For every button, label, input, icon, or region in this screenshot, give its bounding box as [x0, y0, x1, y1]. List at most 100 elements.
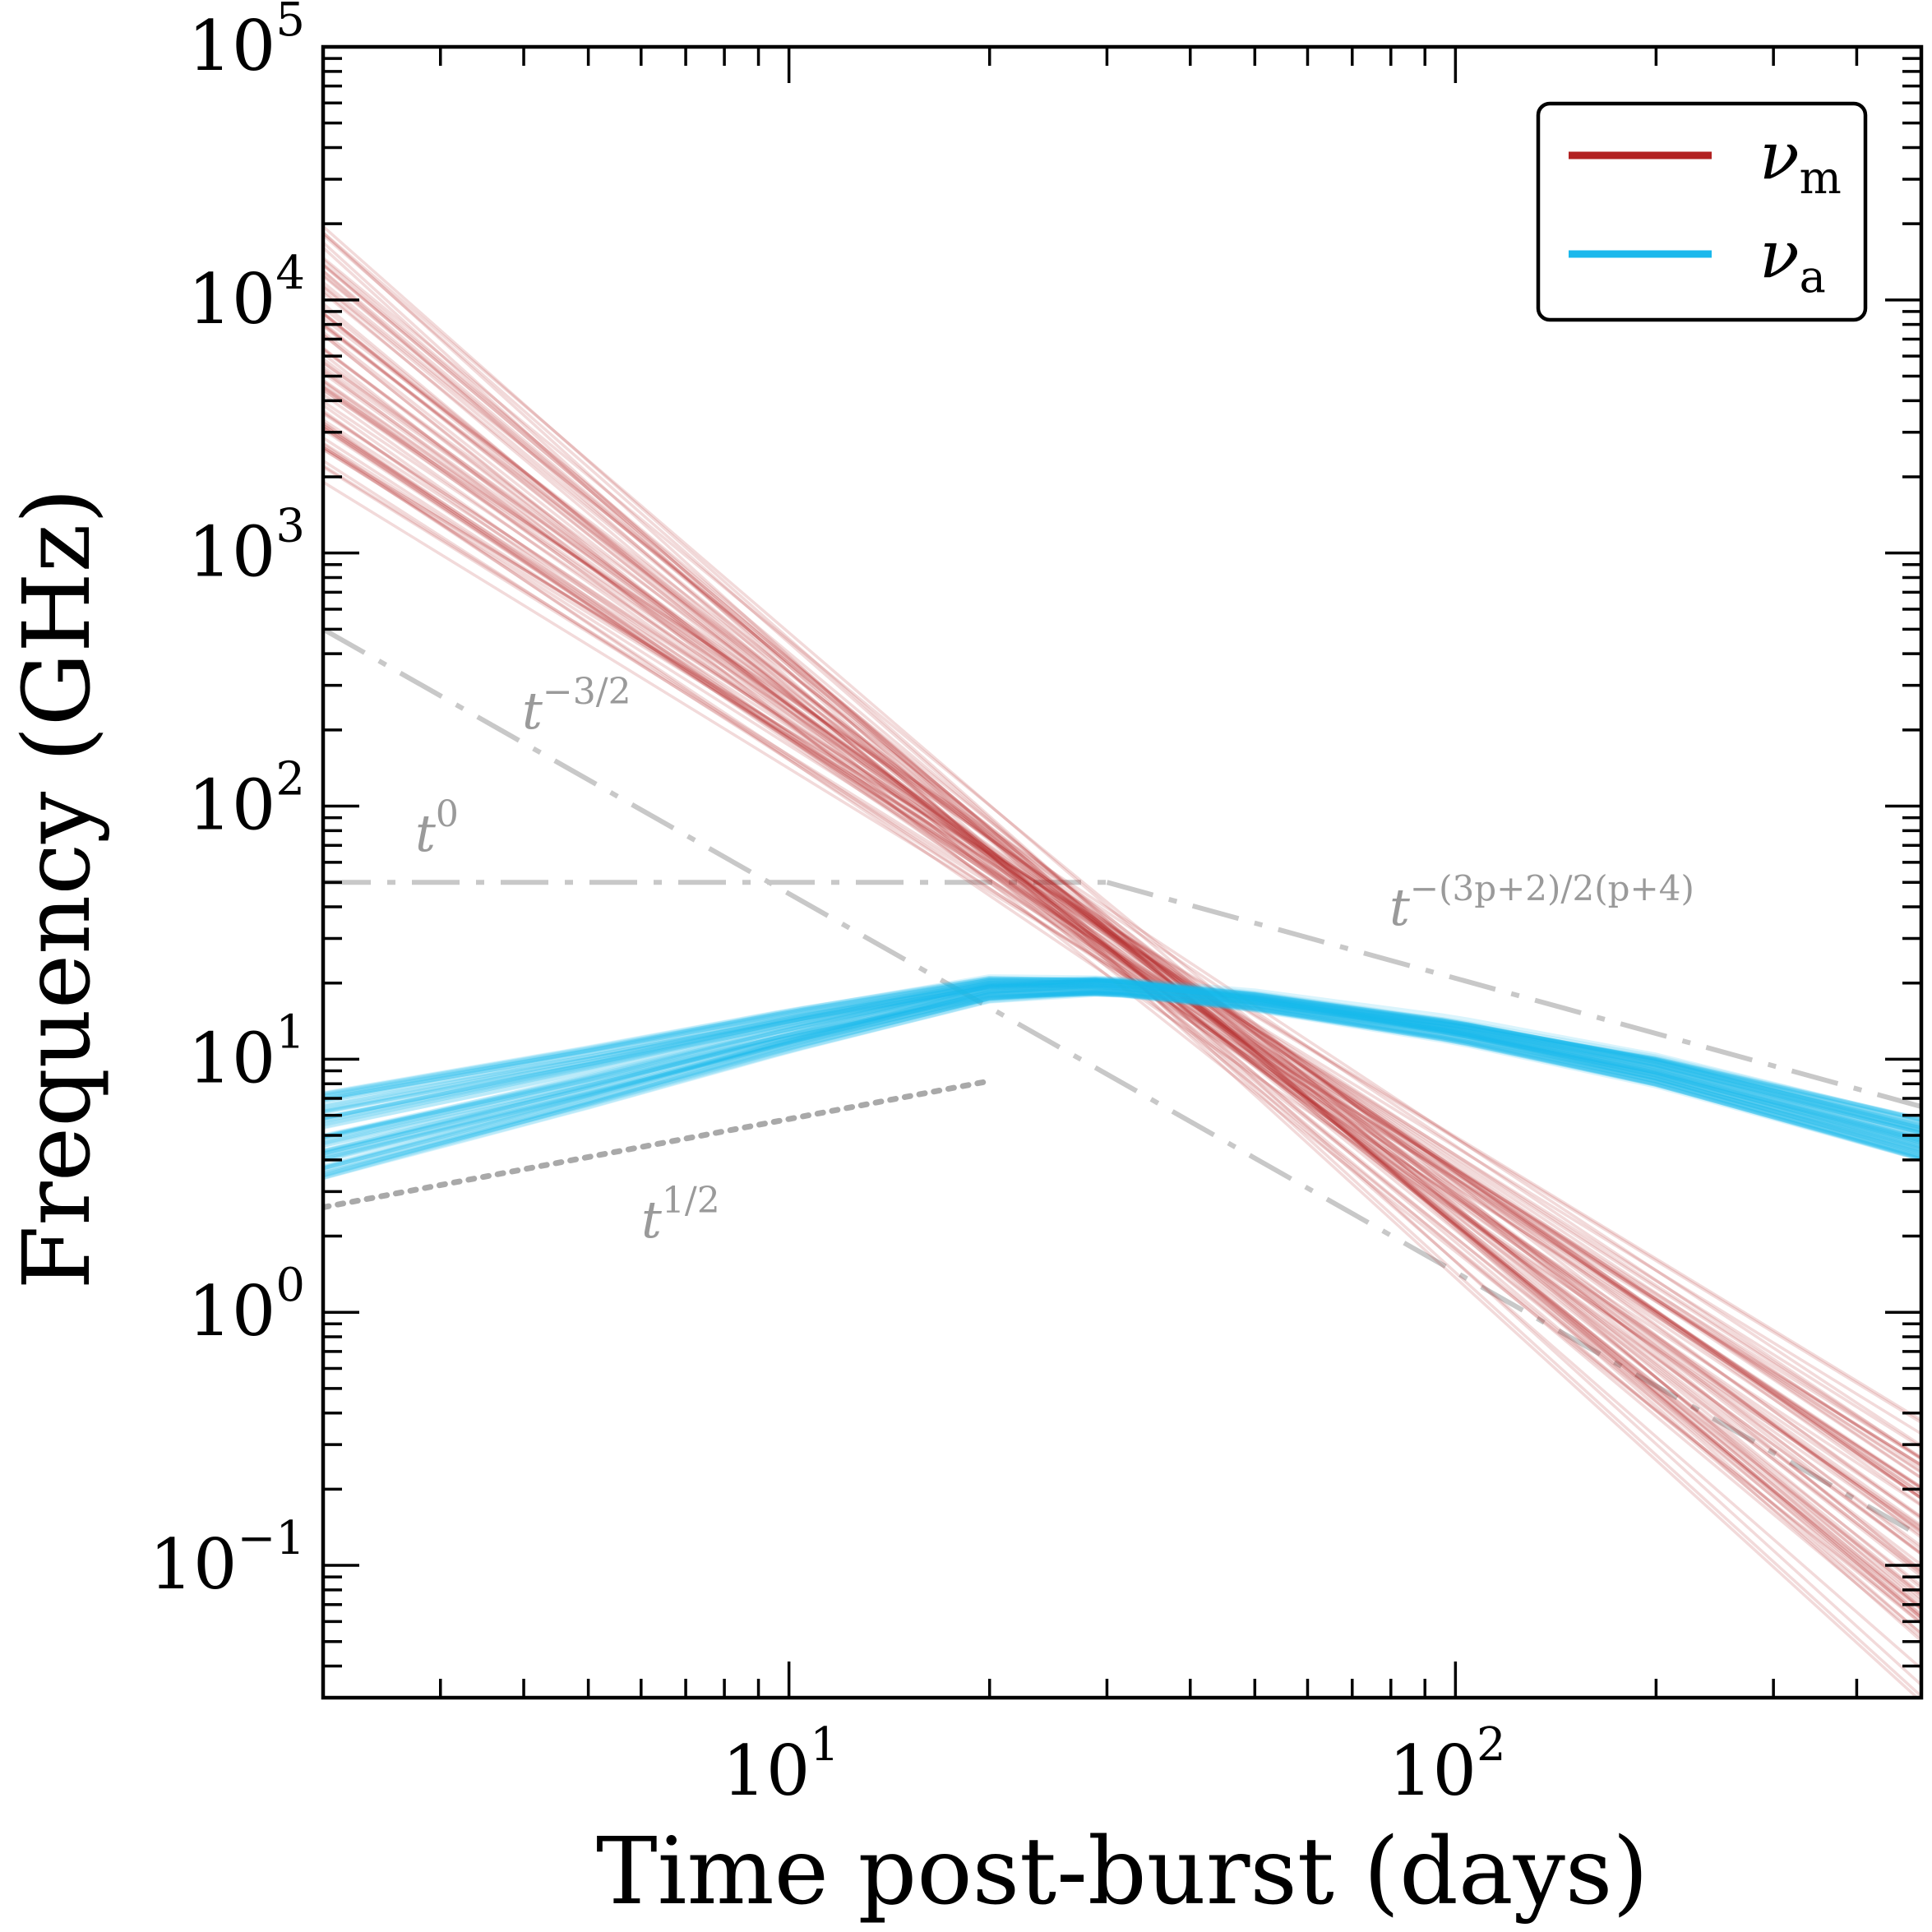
y-tick-label: 103: [187, 500, 305, 593]
nu-a-sample-line: [323, 978, 1921, 1135]
nu-a-sample-line: [323, 991, 1921, 1180]
axes-box: [321, 44, 1924, 1700]
nu-a-sample-line: [323, 983, 1921, 1178]
nu-a-sample-line: [323, 977, 1921, 1153]
nu-m-sample-line: [323, 321, 1921, 1597]
nu-m-sample-line: [323, 281, 1921, 1590]
nu-m-sample-line: [323, 262, 1921, 1601]
reference-line-0: [323, 626, 1921, 1539]
nu-a-sample-line: [323, 977, 1921, 1156]
nu-a-sample-line: [323, 988, 1921, 1174]
nu-m-sample-line: [323, 423, 1921, 1495]
nu-a-sample-line: [323, 989, 1921, 1149]
nu-m-sample-line: [323, 369, 1921, 1518]
nu-m-sample-line: [323, 346, 1921, 1566]
nu-a-sample-line: [323, 983, 1921, 1142]
nu-m-sample-line: [323, 418, 1921, 1459]
nu-a-sample-line: [323, 983, 1921, 1125]
nu-a-ensemble: [323, 974, 1921, 1181]
nu-m-sample-line: [323, 412, 1921, 1470]
nu-m-sample-line: [323, 448, 1921, 1435]
nu-m-ensemble: [323, 225, 1921, 1698]
plot-frame: [321, 44, 1924, 1700]
x-tick-label: 101: [722, 1718, 839, 1811]
nu-m-sample-line: [323, 306, 1921, 1611]
x-axis-label: Time post-burst (days): [596, 1819, 1648, 1925]
nu-m-sample-line: [323, 285, 1921, 1609]
nu-a-sample-line: [323, 974, 1921, 1122]
reference-line-2: [1106, 880, 1921, 1109]
nu-m-sample-line: [323, 400, 1921, 1479]
nu-m-sample-line: [323, 446, 1921, 1421]
nu-a-sample-line: [323, 982, 1921, 1150]
nu-a-sample-line: [323, 978, 1921, 1131]
nu-m-sample-line: [323, 388, 1921, 1495]
nu-a-sample-line: [323, 991, 1921, 1158]
nu-m-sample-line: [323, 379, 1921, 1500]
nu-a-sample-line: [323, 984, 1921, 1162]
nu-a-sample-line: [323, 982, 1921, 1150]
nu-a-sample-line: [323, 980, 1921, 1125]
nu-a-sample-line: [323, 985, 1921, 1122]
nu-a-sample-line: [323, 986, 1921, 1122]
nu-a-sample-line: [323, 990, 1921, 1173]
nu-a-sample-line: [323, 982, 1921, 1139]
nu-m-sample-line: [323, 385, 1921, 1460]
nu-m-sample-line: [323, 427, 1921, 1489]
nu-m-sample-line: [323, 446, 1921, 1507]
nu-m-sample-line: [323, 365, 1921, 1500]
nu-m-sample-line: [323, 442, 1921, 1528]
nu-a-sample-line: [323, 978, 1921, 1135]
nu-m-sample-line: [323, 225, 1921, 1643]
nu-a-sample-line: [323, 983, 1921, 1144]
nu-m-sample-line: [323, 257, 1921, 1573]
y-tick-label: 100: [187, 1259, 305, 1352]
nu-m-sample-line: [323, 347, 1921, 1574]
nu-a-sample-line: [323, 986, 1921, 1163]
nu-a-sample-line: [323, 977, 1921, 1149]
nu-m-sample-line: [323, 302, 1921, 1639]
nu-m-sample-line: [323, 312, 1921, 1578]
nu-a-sample-line: [323, 978, 1921, 1144]
nu-m-sample-line: [323, 289, 1921, 1635]
nu-a-sample-line: [323, 988, 1921, 1177]
nu-m-sample-line: [323, 424, 1921, 1461]
nu-m-sample-line: [323, 258, 1921, 1625]
nu-a-sample-line: [323, 976, 1921, 1130]
nu-m-sample-line: [323, 411, 1921, 1480]
y-tick-label: 101: [187, 1005, 305, 1098]
nu-a-sample-line: [323, 978, 1921, 1144]
nu-a-sample-line: [323, 982, 1921, 1135]
nu-m-sample-line: [323, 241, 1921, 1698]
nu-m-sample-line: [323, 437, 1921, 1473]
nu-m-sample-line: [323, 372, 1921, 1533]
nu-a-sample-line: [323, 986, 1921, 1154]
nu-m-sample-line: [323, 352, 1921, 1622]
nu-a-sample-line: [323, 982, 1921, 1171]
nu-a-sample-line: [323, 987, 1921, 1141]
nu-m-sample-line: [323, 312, 1921, 1575]
nu-a-sample-line: [323, 978, 1921, 1153]
nu-a-sample-line: [323, 978, 1921, 1156]
nu-a-sample-line: [323, 978, 1921, 1168]
nu-m-sample-line: [323, 378, 1921, 1498]
nu-m-sample-line: [323, 263, 1921, 1620]
nu-m-sample-line: [323, 367, 1921, 1555]
nu-m-sample-line: [323, 404, 1921, 1532]
nu-a-sample-line: [323, 979, 1921, 1139]
nu-a-sample-line: [323, 980, 1921, 1155]
reference-lines: [323, 626, 1921, 1539]
nu-m-sample-line: [323, 334, 1921, 1611]
nu-m-sample-line: [323, 385, 1921, 1500]
nu-a-sample-line: [323, 980, 1921, 1146]
nu-a-sample-line: [323, 978, 1921, 1159]
nu-a-sample-line: [323, 979, 1921, 1128]
nu-a-sample-line: [323, 985, 1921, 1161]
nu-a-sample-line: [323, 990, 1921, 1160]
nu-m-sample-line: [323, 231, 1921, 1606]
nu-m-sample-line: [323, 333, 1921, 1625]
nu-m-sample-line: [323, 464, 1921, 1460]
nu-a-sample-line: [323, 984, 1921, 1158]
nu-m-sample-line: [323, 480, 1921, 1467]
